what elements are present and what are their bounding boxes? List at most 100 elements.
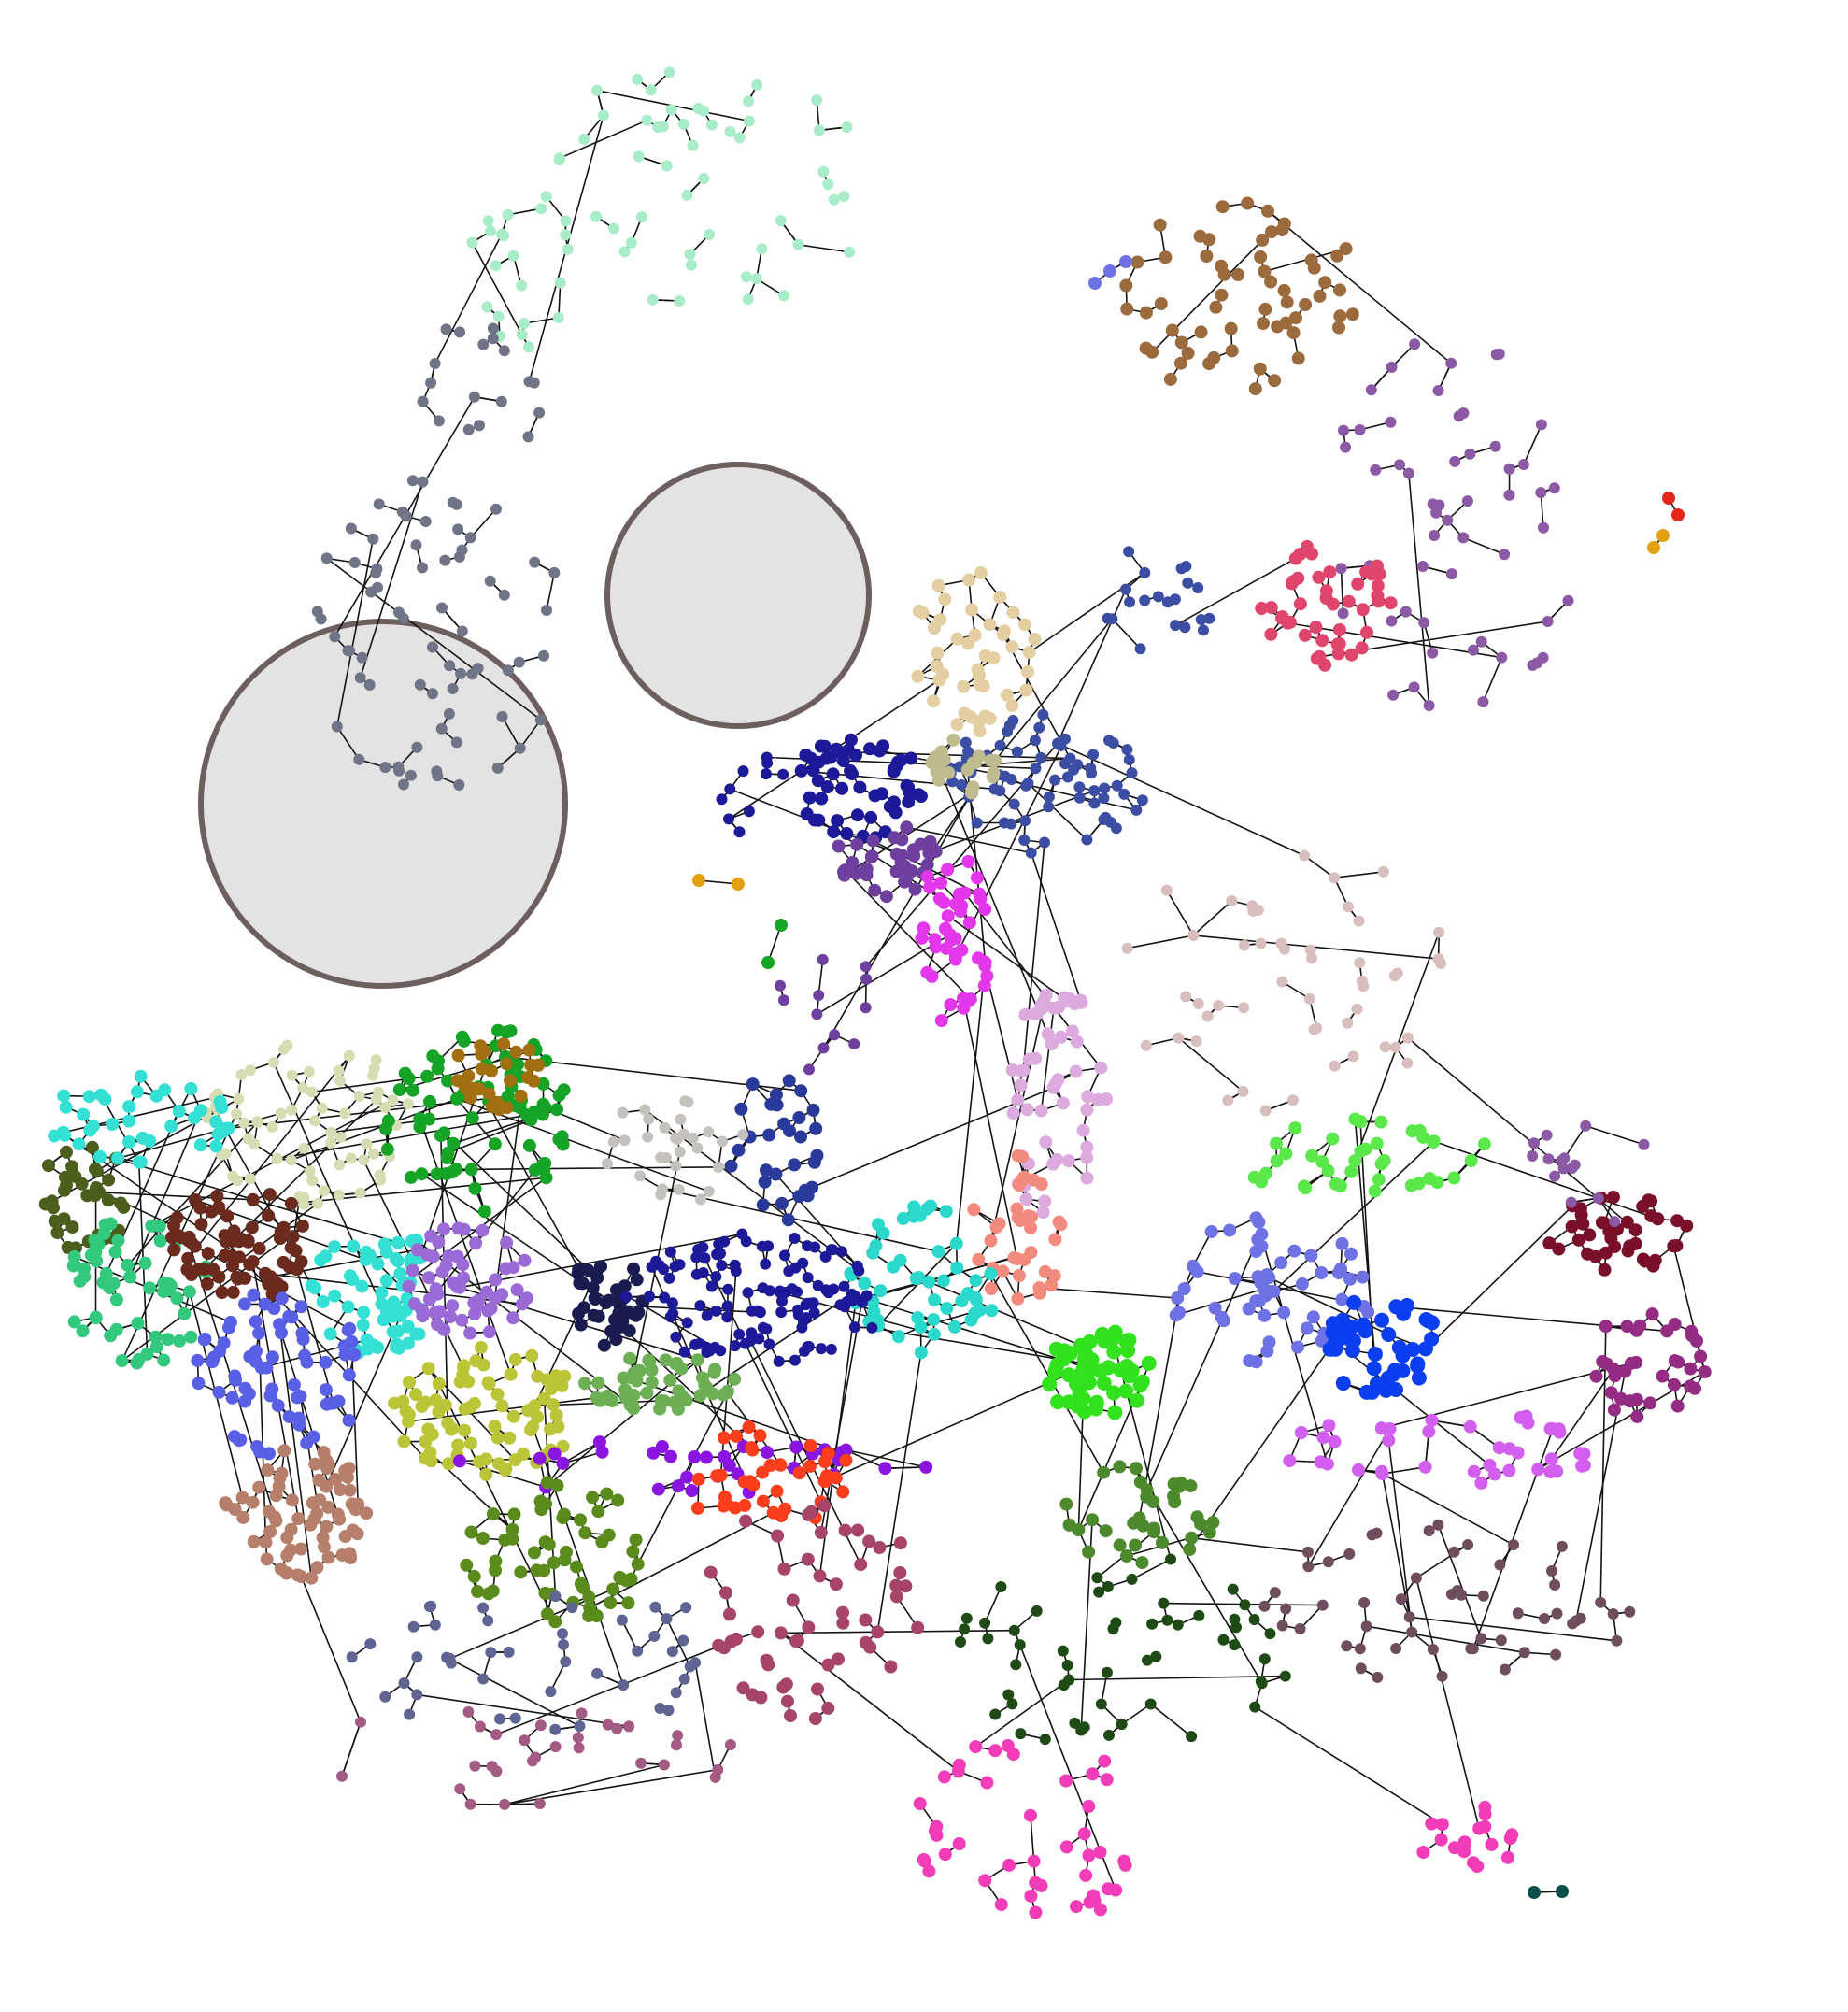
- node-crimson: [1332, 623, 1346, 636]
- node-purple: [1423, 700, 1435, 711]
- node-brown: [1256, 233, 1270, 247]
- edge: [846, 1448, 927, 1468]
- edge: [906, 826, 1031, 854]
- edge: [825, 1366, 1086, 1482]
- node-purple: [1400, 606, 1412, 618]
- node-slate-gray: [450, 498, 462, 510]
- node-brown: [1330, 249, 1344, 263]
- node-mint: [838, 191, 850, 202]
- node-brown: [1224, 321, 1238, 335]
- node-mint: [490, 260, 502, 272]
- node-slate-gray: [474, 420, 485, 432]
- edge: [994, 618, 1114, 762]
- node-purple: [1527, 659, 1539, 671]
- node-brown: [1163, 372, 1177, 386]
- edge: [1382, 1466, 1426, 1475]
- edge: [932, 792, 973, 850]
- node-purple: [1464, 448, 1476, 460]
- edge: [446, 1656, 580, 1727]
- edge: [1191, 1536, 1309, 1553]
- node-mint: [756, 243, 768, 255]
- edge: [1563, 1125, 1586, 1159]
- node-mint: [516, 279, 528, 292]
- node-slate-gray: [425, 377, 437, 389]
- node-brown: [1194, 325, 1208, 339]
- node-slate-gray: [354, 672, 366, 684]
- edge: [504, 1763, 665, 1805]
- node-mint: [562, 243, 574, 255]
- node-purple: [1457, 407, 1470, 419]
- node-mint: [657, 121, 669, 133]
- node-slate-gray: [379, 762, 391, 774]
- edge: [1523, 424, 1542, 465]
- node-brown: [1280, 295, 1294, 309]
- node-brown: [1202, 233, 1216, 247]
- edge: [434, 234, 503, 364]
- node-purple: [1370, 464, 1382, 476]
- edge: [989, 1273, 1104, 1474]
- node-purple: [1340, 441, 1352, 453]
- node-brown: [1286, 326, 1301, 340]
- node-slate-gray: [419, 516, 432, 527]
- node-mint: [698, 173, 710, 184]
- edge: [798, 244, 850, 253]
- edge: [296, 1269, 334, 1404]
- node-mint: [492, 310, 505, 322]
- node-slate-gray: [410, 539, 422, 551]
- node-brown: [1139, 306, 1153, 320]
- node-brown: [1254, 250, 1268, 264]
- edge: [1381, 1473, 1411, 1618]
- node-brown: [1215, 288, 1229, 302]
- node-mint: [686, 259, 697, 271]
- edge: [493, 1107, 521, 1299]
- node-brown: [1289, 311, 1302, 325]
- node-purple: [1477, 696, 1489, 708]
- edge: [336, 726, 360, 761]
- node-purple: [1535, 487, 1547, 499]
- edge: [1387, 1440, 1413, 1633]
- edge: [1482, 657, 1503, 703]
- node-mint: [552, 312, 564, 323]
- edge: [661, 1188, 939, 1252]
- node-slate-gray: [462, 423, 475, 435]
- node-brown: [1154, 297, 1168, 310]
- node-brown: [1313, 289, 1327, 303]
- edge: [817, 959, 824, 996]
- node-mint: [724, 125, 736, 137]
- edge: [1415, 1544, 1469, 1579]
- node-slate-gray: [498, 589, 510, 601]
- node-mint: [822, 178, 834, 191]
- node-mint: [523, 341, 534, 353]
- node-mint: [507, 250, 519, 262]
- edge: [589, 1511, 775, 1609]
- node-brown: [1119, 278, 1133, 293]
- edge: [402, 1177, 547, 1287]
- node-brown: [1145, 345, 1159, 359]
- node-mint: [792, 238, 804, 250]
- node-purple: [1408, 681, 1420, 693]
- edge: [1188, 1340, 1336, 1550]
- edge: [1307, 1428, 1391, 1567]
- edge: [1193, 935, 1439, 960]
- edge: [1175, 1288, 1265, 1317]
- node-purple: [1475, 635, 1487, 648]
- edge: [962, 998, 1018, 1260]
- node-slate-gray: [444, 660, 456, 672]
- node-slate-gray: [373, 498, 385, 510]
- edge: [1585, 1125, 1644, 1146]
- node-purple: [1499, 549, 1511, 561]
- node-slate-gray: [541, 605, 552, 616]
- highlight-circle-1: [198, 619, 568, 989]
- edge: [1462, 536, 1505, 555]
- edge: [1599, 1326, 1607, 1603]
- node-mint: [519, 318, 531, 329]
- node-mint: [481, 301, 493, 313]
- edge: [1340, 568, 1344, 614]
- edge: [471, 242, 523, 335]
- edge: [507, 207, 542, 216]
- edge: [974, 1678, 1070, 1748]
- node-purple: [1354, 424, 1366, 435]
- node-purple: [1445, 357, 1457, 369]
- node-slate-gray: [398, 778, 409, 791]
- node-slate-gray: [392, 761, 405, 773]
